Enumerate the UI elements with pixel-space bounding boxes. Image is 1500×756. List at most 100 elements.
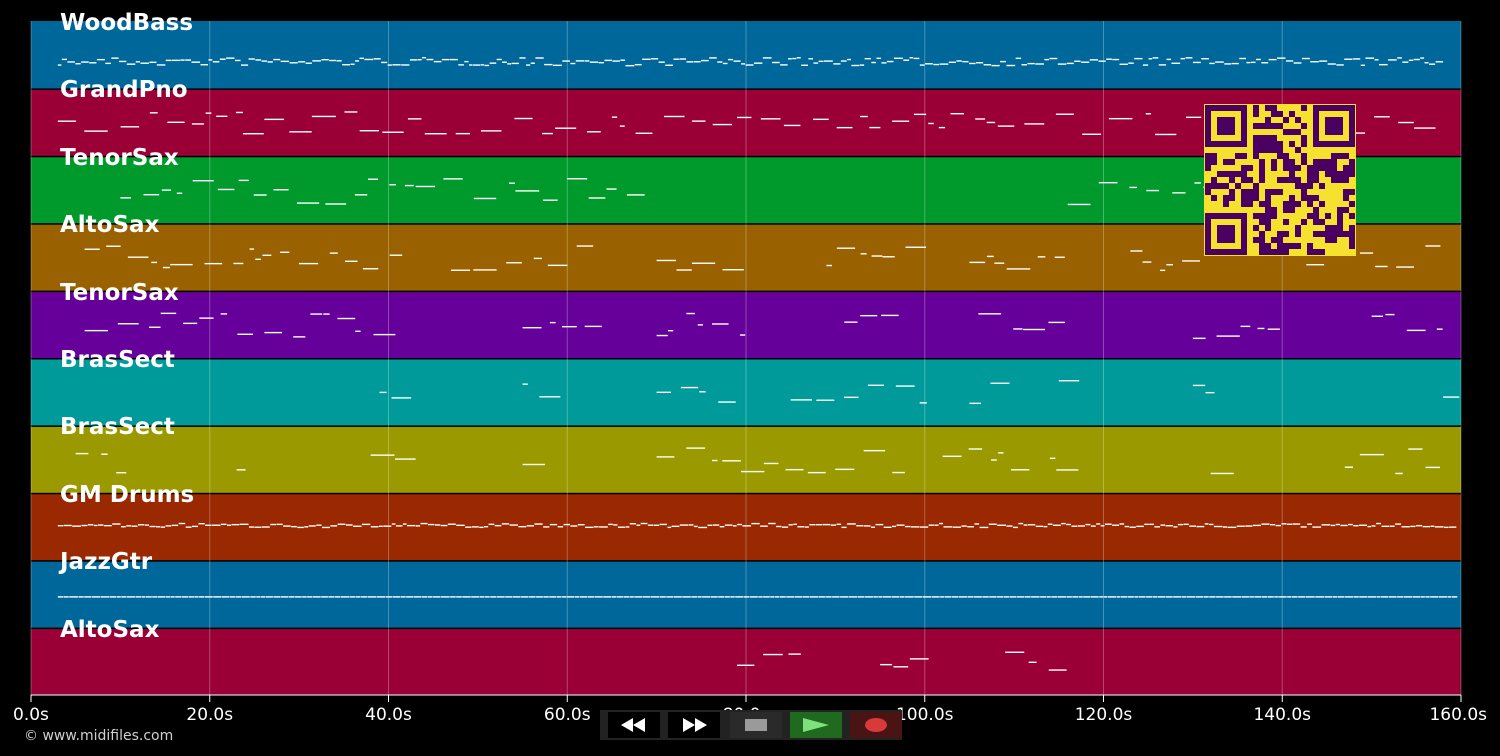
stop-icon — [745, 719, 767, 731]
note-mark — [892, 596, 900, 598]
note-mark — [1158, 596, 1166, 598]
note-mark — [63, 596, 69, 598]
note-mark — [584, 325, 602, 328]
note-mark — [91, 596, 101, 598]
note-mark — [334, 596, 341, 598]
note-mark — [1024, 596, 1031, 598]
note-mark — [420, 522, 428, 525]
note-mark — [942, 455, 962, 458]
track-label: JazzGtr — [60, 549, 153, 576]
note-mark — [519, 57, 526, 59]
note-mark — [344, 111, 358, 113]
note-mark — [680, 386, 699, 389]
note-mark — [1315, 596, 1325, 598]
note-mark — [612, 60, 620, 62]
note-mark — [298, 61, 306, 63]
note-mark — [106, 245, 121, 247]
note-mark — [1018, 522, 1024, 525]
note-mark — [479, 526, 484, 529]
note-mark — [175, 596, 182, 598]
note-mark — [135, 596, 142, 598]
note-mark — [952, 526, 961, 528]
note-mark — [198, 596, 205, 598]
note-mark — [891, 525, 897, 528]
note-mark — [373, 333, 396, 336]
note-mark — [156, 526, 161, 528]
track-label: AltoSax — [60, 212, 160, 239]
note-mark — [836, 523, 842, 525]
note-mark — [67, 61, 75, 63]
note-mark — [126, 596, 136, 598]
note-mark — [956, 60, 962, 62]
note-mark — [468, 64, 473, 66]
note-mark — [542, 132, 553, 135]
note-mark — [1379, 63, 1388, 66]
note-mark — [1155, 133, 1177, 136]
note-mark — [1340, 524, 1348, 527]
note-mark — [364, 58, 374, 61]
fast-forward-button[interactable] — [668, 712, 720, 738]
note-mark — [1250, 596, 1254, 598]
note-mark — [968, 448, 983, 450]
note-mark — [1061, 522, 1066, 525]
note-mark — [465, 526, 472, 528]
note-mark — [140, 62, 149, 64]
note-mark — [316, 524, 322, 526]
note-mark — [1085, 523, 1091, 526]
note-mark — [1380, 596, 1389, 598]
note-mark — [506, 262, 522, 264]
note-mark — [194, 596, 199, 598]
note-mark — [234, 59, 241, 62]
note-mark — [1021, 64, 1027, 66]
note-mark — [148, 326, 161, 328]
rewind-button[interactable] — [608, 712, 660, 738]
note-mark — [686, 312, 695, 315]
tick-label: 120.0s — [1074, 705, 1133, 725]
note-mark — [1245, 525, 1253, 527]
note-mark — [840, 596, 849, 598]
note-mark — [323, 313, 330, 315]
note-mark — [149, 61, 157, 64]
note-mark — [1412, 596, 1421, 598]
note-mark — [742, 525, 751, 527]
note-mark — [1104, 523, 1112, 525]
note-mark — [697, 596, 702, 598]
note-mark — [737, 116, 752, 119]
note-mark — [903, 59, 910, 61]
note-mark — [909, 57, 914, 59]
note-mark — [421, 596, 428, 598]
note-mark — [1077, 525, 1085, 527]
note-mark — [1177, 523, 1184, 526]
record-button[interactable] — [850, 712, 902, 738]
note-mark — [1414, 127, 1436, 129]
note-mark — [494, 524, 502, 527]
note-mark — [267, 61, 273, 63]
note-mark — [392, 596, 401, 598]
note-mark — [983, 64, 992, 66]
play-button[interactable] — [790, 712, 842, 738]
note-mark — [464, 60, 469, 63]
note-mark — [311, 115, 336, 118]
note-mark — [236, 469, 246, 471]
record-icon — [865, 718, 887, 732]
stop-button[interactable] — [730, 712, 782, 738]
note-mark — [1173, 526, 1178, 528]
note-mark — [342, 64, 351, 66]
note-mark — [629, 596, 634, 598]
note-mark — [753, 62, 763, 64]
note-mark — [899, 596, 905, 598]
note-mark — [919, 402, 927, 404]
note-mark — [484, 596, 490, 598]
note-mark — [570, 525, 578, 527]
note-mark — [658, 61, 665, 63]
note-mark — [1232, 596, 1242, 598]
note-mark — [1374, 59, 1379, 61]
note-mark — [1186, 116, 1202, 119]
note-mark — [1067, 203, 1091, 206]
note-mark — [120, 197, 131, 199]
track-label: BrasSect — [60, 347, 175, 373]
note-mark — [751, 522, 760, 525]
note-mark — [355, 60, 360, 62]
note-mark — [892, 471, 905, 474]
note-mark — [407, 118, 422, 120]
